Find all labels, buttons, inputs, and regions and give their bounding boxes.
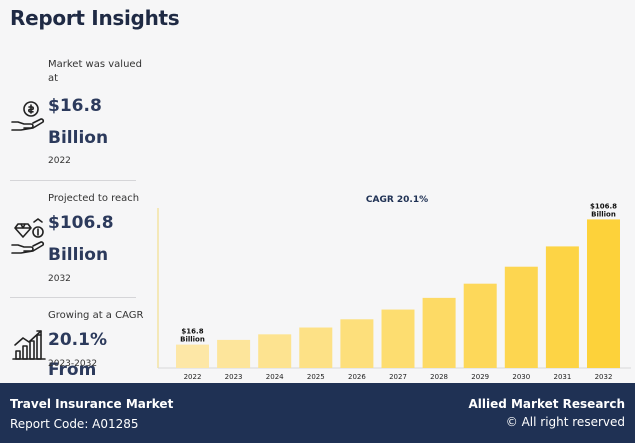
data-label: $16.8: [181, 328, 203, 336]
bar-2032: [587, 219, 620, 368]
metric-value: 20.1% From: [48, 330, 107, 380]
x-tick-label: 2029: [471, 373, 489, 381]
x-tick-label: 2032: [595, 373, 613, 381]
metric-value-unit: Billion: [48, 128, 109, 148]
x-tick-label: 2022: [184, 373, 202, 381]
metric-label: Growing at a CAGR: [48, 310, 144, 321]
metric-value-unit: Billion: [48, 245, 109, 265]
growth-chart-icon: [10, 325, 48, 363]
copyright-text: © All right reserved: [505, 415, 625, 429]
bar-2031: [545, 246, 579, 368]
bar-2029: [463, 283, 497, 368]
x-tick-label: 2026: [348, 373, 366, 381]
x-tick-label: 2030: [512, 373, 530, 381]
bar-2025: [299, 327, 333, 368]
metric-label: Market was valued at: [48, 59, 142, 84]
x-tick-label: 2028: [430, 373, 448, 381]
metric-year: 2022: [48, 156, 71, 166]
metric-projected-value: Projected to reach $106.8 Billion 2032: [10, 192, 150, 292]
metric-year: 2023-2032: [48, 359, 98, 369]
report-code: Report Code: A01285: [10, 417, 139, 431]
bar-2022: [176, 344, 209, 368]
x-tick-label: 2023: [225, 373, 243, 381]
bar-2024: [258, 334, 292, 368]
page-title: Report Insights: [10, 6, 180, 30]
metric-value: $16.8: [48, 96, 102, 116]
divider: [10, 180, 136, 181]
metric-cagr: Growing at a CAGR 20.1% From 2023-2032: [10, 309, 150, 380]
chart-title: CAGR 20.1%: [366, 195, 428, 205]
bar-chart: CAGR 20.1% 2022 2023 2024 2025 2026 2027 2028 2…: [157, 190, 633, 382]
metric-market-value: Market was valued at $16.8 Billion 2022: [10, 58, 150, 178]
divider: [10, 297, 136, 298]
metric-label: Projected to reach: [48, 193, 140, 204]
x-tick-label: 2024: [266, 373, 284, 381]
diamond-hand-icon: [10, 218, 48, 256]
x-tick-label: 2025: [307, 373, 325, 381]
brand-name: Allied Market Research: [468, 397, 625, 411]
data-label: Billion: [591, 210, 616, 218]
x-tick-label: 2031: [553, 373, 571, 381]
bar-2030: [504, 266, 538, 368]
bar-chart-svg: CAGR 20.1% 2022 2023 2024 2025 2026 2027 2028 2…: [157, 195, 631, 381]
bar-2027: [381, 309, 415, 368]
metric-value: $106.8: [48, 213, 114, 233]
bar-2028: [422, 297, 456, 368]
bar-2026: [340, 319, 374, 368]
metric-year: 2032: [48, 274, 71, 284]
footer-bar: Travel Insurance Market Report Code: A01…: [0, 383, 635, 443]
bar-2023: [217, 339, 251, 368]
money-hand-icon: [10, 96, 48, 134]
report-name: Travel Insurance Market: [10, 397, 174, 411]
data-label: Billion: [180, 336, 205, 344]
data-label: $106.8: [590, 202, 617, 210]
x-tick-label: 2027: [389, 373, 407, 381]
